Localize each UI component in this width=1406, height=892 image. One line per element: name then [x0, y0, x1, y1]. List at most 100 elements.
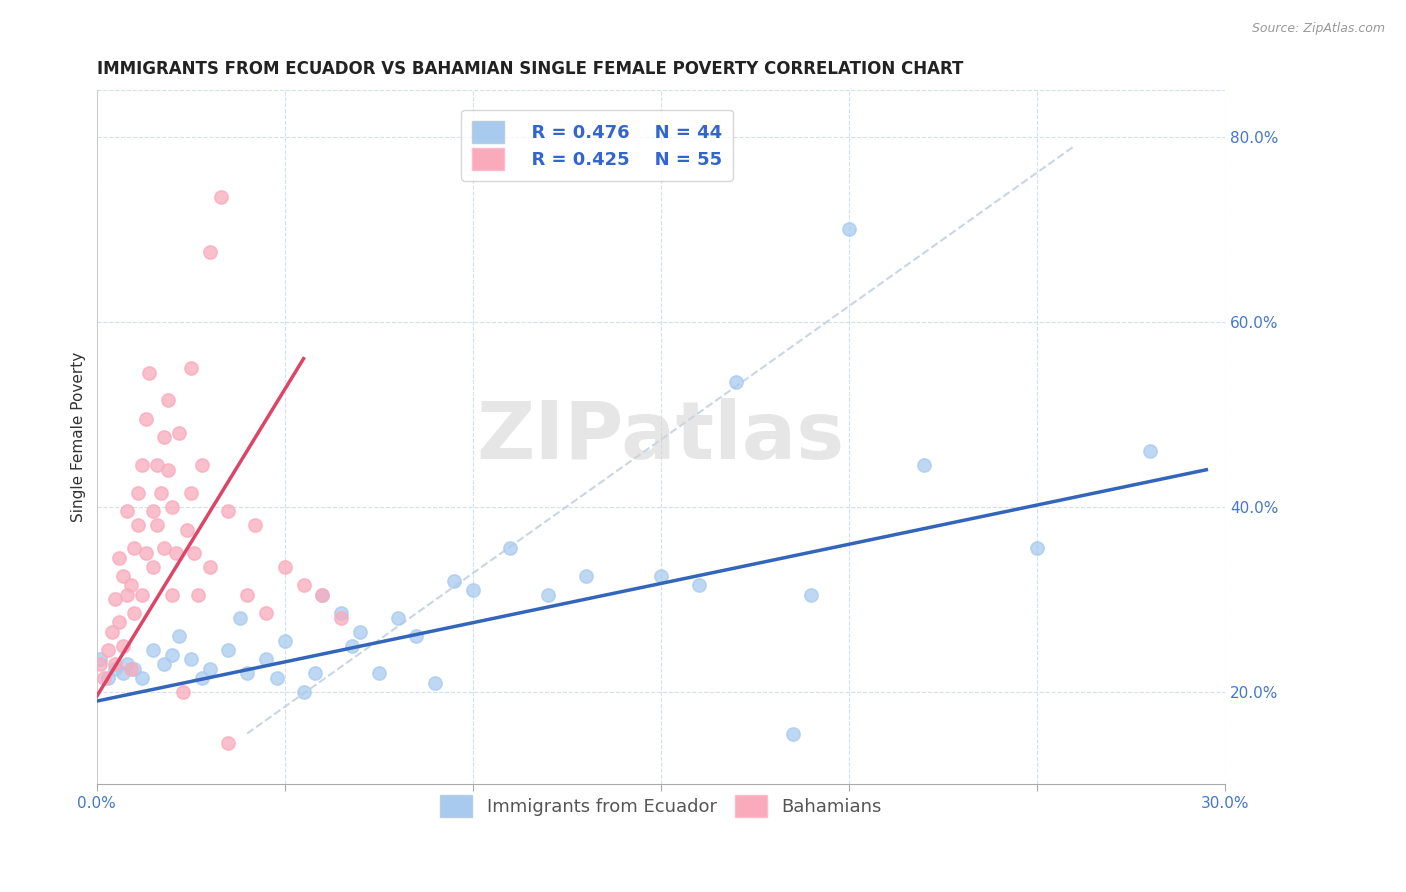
- Point: [912, 458, 935, 472]
- Point: [537, 588, 560, 602]
- Point: [443, 574, 465, 588]
- Point: [115, 504, 138, 518]
- Point: [135, 412, 157, 426]
- Point: [89, 652, 111, 666]
- Point: [127, 486, 149, 500]
- Point: [142, 643, 165, 657]
- Point: [111, 639, 134, 653]
- Point: [104, 662, 127, 676]
- Point: [209, 190, 232, 204]
- Point: [97, 643, 120, 657]
- Point: [131, 458, 153, 472]
- Point: [198, 662, 221, 676]
- Point: [108, 615, 131, 630]
- Point: [183, 546, 205, 560]
- Point: [243, 518, 266, 533]
- Point: [180, 360, 202, 375]
- Point: [782, 726, 804, 740]
- Point: [124, 662, 146, 676]
- Y-axis label: Single Female Poverty: Single Female Poverty: [72, 352, 86, 523]
- Point: [838, 222, 860, 236]
- Point: [304, 666, 326, 681]
- Point: [157, 463, 180, 477]
- Point: [104, 592, 127, 607]
- Point: [367, 666, 389, 681]
- Text: IMMIGRANTS FROM ECUADOR VS BAHAMIAN SINGLE FEMALE POVERTY CORRELATION CHART: IMMIGRANTS FROM ECUADOR VS BAHAMIAN SING…: [97, 60, 963, 78]
- Point: [115, 588, 138, 602]
- Point: [180, 652, 202, 666]
- Point: [292, 578, 315, 592]
- Point: [217, 643, 239, 657]
- Point: [138, 366, 160, 380]
- Point: [425, 675, 447, 690]
- Point: [124, 606, 146, 620]
- Text: ZIPatlas: ZIPatlas: [477, 399, 845, 476]
- Point: [311, 588, 333, 602]
- Text: Source: ZipAtlas.com: Source: ZipAtlas.com: [1251, 22, 1385, 36]
- Point: [169, 425, 191, 440]
- Point: [97, 671, 120, 685]
- Point: [149, 486, 172, 500]
- Point: [725, 375, 748, 389]
- Point: [157, 393, 180, 408]
- Point: [169, 629, 191, 643]
- Point: [127, 518, 149, 533]
- Point: [349, 624, 371, 639]
- Point: [387, 611, 409, 625]
- Point: [160, 500, 183, 514]
- Point: [254, 652, 277, 666]
- Point: [142, 560, 165, 574]
- Point: [187, 588, 209, 602]
- Point: [236, 666, 259, 681]
- Point: [93, 671, 115, 685]
- Point: [89, 657, 111, 672]
- Point: [176, 523, 198, 537]
- Point: [135, 546, 157, 560]
- Point: [228, 611, 250, 625]
- Point: [100, 624, 122, 639]
- Point: [160, 588, 183, 602]
- Point: [160, 648, 183, 662]
- Point: [146, 518, 169, 533]
- Point: [330, 606, 353, 620]
- Point: [330, 611, 353, 625]
- Point: [120, 578, 142, 592]
- Point: [274, 634, 297, 648]
- Point: [217, 736, 239, 750]
- Point: [254, 606, 277, 620]
- Point: [311, 588, 333, 602]
- Point: [180, 486, 202, 500]
- Point: [108, 550, 131, 565]
- Point: [198, 560, 221, 574]
- Point: [266, 671, 288, 685]
- Point: [688, 578, 710, 592]
- Point: [342, 639, 364, 653]
- Point: [115, 657, 138, 672]
- Point: [236, 588, 259, 602]
- Point: [292, 685, 315, 699]
- Point: [191, 671, 214, 685]
- Point: [131, 671, 153, 685]
- Point: [124, 541, 146, 556]
- Point: [120, 662, 142, 676]
- Point: [172, 685, 194, 699]
- Point: [153, 541, 176, 556]
- Point: [153, 430, 176, 444]
- Point: [191, 458, 214, 472]
- Point: [650, 569, 672, 583]
- Point: [111, 666, 134, 681]
- Point: [800, 588, 823, 602]
- Point: [274, 560, 297, 574]
- Point: [131, 588, 153, 602]
- Point: [146, 458, 169, 472]
- Point: [142, 504, 165, 518]
- Legend: Immigrants from Ecuador, Bahamians: Immigrants from Ecuador, Bahamians: [433, 788, 889, 824]
- Point: [575, 569, 598, 583]
- Point: [499, 541, 522, 556]
- Point: [217, 504, 239, 518]
- Point: [111, 569, 134, 583]
- Point: [405, 629, 427, 643]
- Point: [153, 657, 176, 672]
- Point: [165, 546, 187, 560]
- Point: [461, 583, 484, 598]
